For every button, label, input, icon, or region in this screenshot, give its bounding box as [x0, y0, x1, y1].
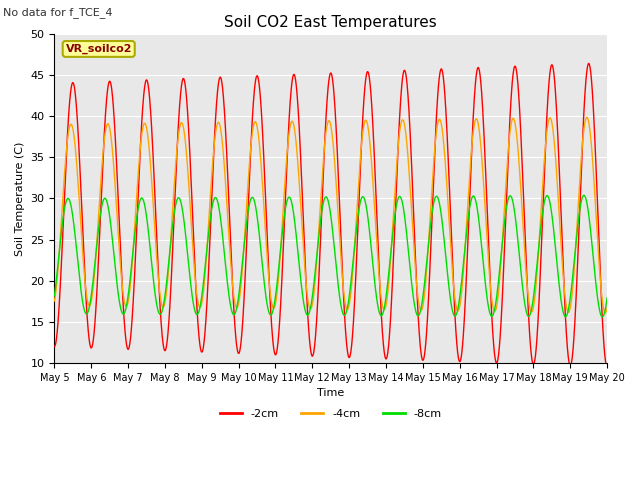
Y-axis label: Soil Temperature (C): Soil Temperature (C): [15, 141, 25, 256]
Legend: -2cm, -4cm, -8cm: -2cm, -4cm, -8cm: [215, 405, 446, 423]
Title: Soil CO2 East Temperatures: Soil CO2 East Temperatures: [225, 15, 437, 30]
Text: VR_soilco2: VR_soilco2: [65, 44, 132, 54]
X-axis label: Time: Time: [317, 388, 344, 398]
Text: No data for f_TCE_4: No data for f_TCE_4: [3, 7, 113, 18]
